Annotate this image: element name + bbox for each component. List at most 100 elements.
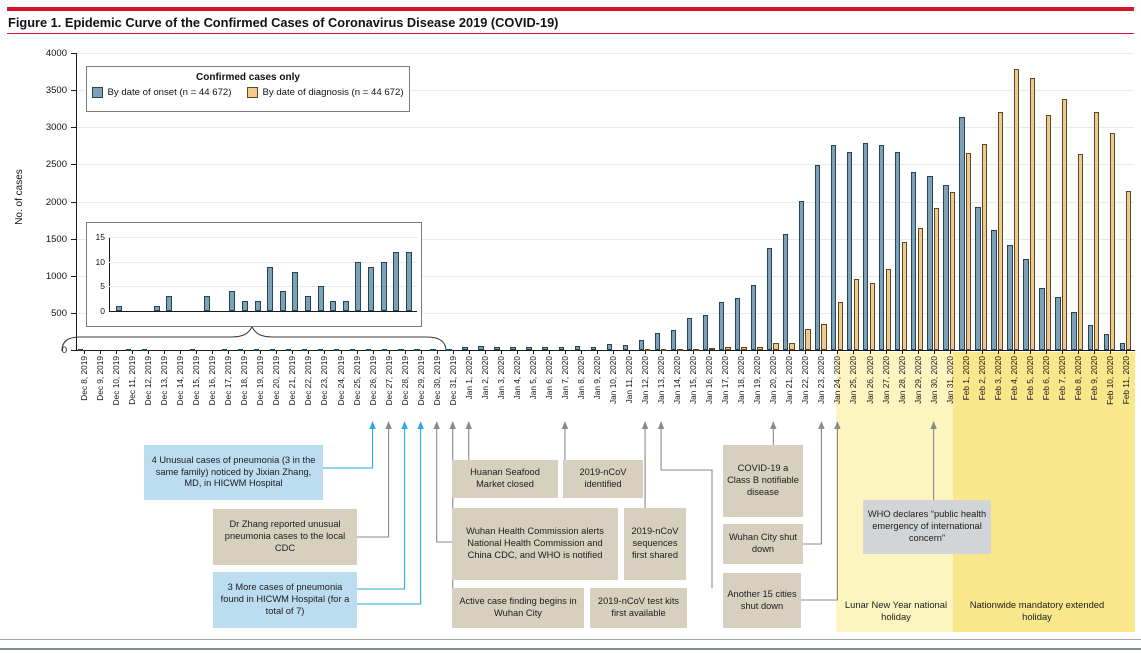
x-axis-line bbox=[76, 350, 1135, 351]
bar-diagnosis bbox=[1094, 112, 1100, 350]
x-tick bbox=[805, 351, 807, 354]
event-connector bbox=[357, 429, 390, 538]
gridline bbox=[77, 164, 1134, 166]
holiday-band bbox=[953, 352, 1135, 632]
annotation-box-more3: 3 More cases of pneumonia found in HICWM… bbox=[213, 572, 357, 628]
x-tick bbox=[596, 351, 598, 354]
x-tick bbox=[532, 351, 534, 354]
inset-bar-onset bbox=[292, 271, 299, 311]
inset-bar-onset bbox=[242, 301, 248, 311]
inset-bar-onset bbox=[229, 291, 236, 311]
x-tick bbox=[1045, 351, 1047, 354]
y-tick-label: 2000 bbox=[45, 196, 67, 208]
annotation-box-wuhanshut: Wuhan City shut down bbox=[723, 524, 803, 564]
bar-diagnosis bbox=[837, 302, 843, 350]
bar-onset bbox=[334, 349, 340, 352]
y-tick bbox=[71, 312, 76, 314]
bar-diagnosis bbox=[757, 347, 763, 350]
x-tick bbox=[468, 351, 470, 354]
bar-diagnosis bbox=[789, 342, 795, 350]
x-tick bbox=[212, 351, 214, 354]
x-tick bbox=[1061, 351, 1063, 354]
bar-onset bbox=[77, 349, 83, 352]
event-connector bbox=[801, 429, 838, 601]
x-tick bbox=[997, 351, 999, 354]
gridline bbox=[77, 127, 1134, 129]
annotation-box-ncovid: 2019-nCoV identified bbox=[563, 460, 643, 498]
bar-diagnosis bbox=[821, 324, 827, 350]
x-tick bbox=[84, 351, 85, 354]
y-tick bbox=[71, 90, 76, 92]
x-tick bbox=[1125, 351, 1127, 354]
bar-onset bbox=[847, 151, 853, 350]
gridline bbox=[77, 90, 1134, 92]
annotation-box-whc: Wuhan Health Commission alerts National … bbox=[452, 508, 618, 580]
x-tick bbox=[1013, 351, 1015, 354]
bar-onset bbox=[702, 315, 709, 350]
holiday-label: Lunar New Year national holiday bbox=[844, 599, 948, 623]
legend-row: By date of onset (n = 44 672) By date of… bbox=[87, 87, 409, 98]
x-tick bbox=[228, 351, 230, 354]
inset-gridline bbox=[109, 237, 417, 238]
inset-bar-onset bbox=[254, 301, 261, 311]
y-tick-label: 1000 bbox=[45, 270, 67, 282]
bar-onset bbox=[526, 347, 532, 350]
event-arrow-icon bbox=[657, 421, 665, 429]
bar-onset bbox=[622, 345, 628, 350]
bar-onset bbox=[462, 346, 468, 350]
annotation-box-market: Huanan Seafood Market closed bbox=[452, 460, 558, 498]
bar-onset bbox=[350, 349, 356, 352]
x-tick bbox=[949, 351, 951, 354]
bar-onset bbox=[943, 185, 949, 350]
legend-onset-label: By date of onset (n = 44 672) bbox=[107, 87, 232, 98]
x-tick bbox=[308, 351, 310, 354]
bar-onset bbox=[125, 349, 131, 352]
gridline bbox=[77, 201, 1134, 203]
y-tick-label: 0 bbox=[61, 345, 67, 356]
y-tick bbox=[71, 164, 76, 166]
bar-diagnosis bbox=[661, 349, 667, 352]
x-tick bbox=[404, 351, 406, 354]
x-tick bbox=[164, 351, 166, 354]
annotation-box-kits: 2019-nCoV test kits first available bbox=[590, 588, 687, 628]
inset-y-tick-label: 0 bbox=[100, 306, 105, 316]
inset-y-tick-label: 10 bbox=[95, 256, 105, 267]
x-tick bbox=[629, 351, 631, 354]
x-tick bbox=[885, 351, 887, 354]
legend-item-diagnosis: By date of diagnosis (n = 44 672) bbox=[247, 87, 404, 98]
bar-diagnosis bbox=[693, 349, 699, 352]
annotation-box-classb: COVID-19 a Class B notifiable disease bbox=[723, 445, 803, 517]
bar-onset bbox=[574, 345, 580, 350]
x-tick bbox=[709, 351, 711, 354]
bar-onset bbox=[302, 349, 308, 352]
event-arrow-icon bbox=[561, 421, 569, 429]
legend-title: Confirmed cases only bbox=[196, 72, 300, 83]
bar-diagnosis bbox=[1126, 191, 1132, 350]
x-tick bbox=[148, 351, 150, 354]
inset-x-axis bbox=[109, 311, 417, 312]
event-connector bbox=[323, 429, 374, 469]
figure-title: Figure 1. Epidemic Curve of the Confirme… bbox=[8, 15, 558, 30]
x-tick bbox=[180, 351, 182, 354]
bar-onset bbox=[1007, 245, 1013, 350]
y-tick bbox=[71, 127, 76, 129]
x-tick bbox=[436, 351, 438, 354]
bar-onset bbox=[1119, 342, 1125, 350]
event-connector bbox=[803, 429, 822, 545]
x-tick bbox=[901, 351, 903, 354]
bar-onset bbox=[734, 298, 741, 350]
inset-gridline bbox=[109, 286, 417, 288]
bar-onset bbox=[686, 318, 693, 350]
inset-bar-onset bbox=[330, 301, 337, 311]
inset-y-tick-label: 5 bbox=[100, 281, 105, 292]
x-tick bbox=[452, 351, 454, 354]
annotation-box-seq: 2019-nCoV sequences first shared bbox=[624, 508, 686, 580]
bar-onset bbox=[590, 346, 596, 350]
y-tick-label: 500 bbox=[51, 307, 67, 319]
bar-diagnosis bbox=[1045, 115, 1052, 350]
y-tick-label: 1500 bbox=[45, 233, 67, 245]
inset-gridline bbox=[109, 261, 417, 263]
x-tick bbox=[965, 351, 967, 354]
x-tick bbox=[741, 351, 743, 354]
